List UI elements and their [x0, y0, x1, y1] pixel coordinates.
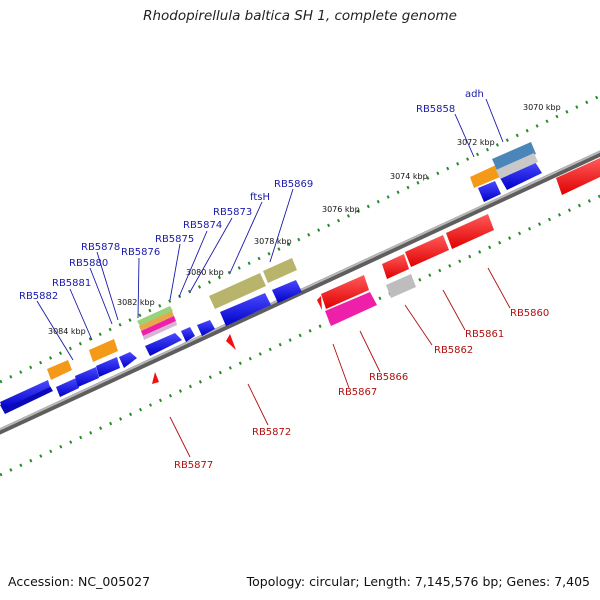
- upper-tick-track: [0, 94, 600, 384]
- gene-label-RB5880: RB5880: [69, 258, 108, 269]
- gene-arrow: [382, 254, 409, 279]
- gene-arrow: [386, 274, 416, 298]
- gene-arrow: [96, 357, 120, 377]
- gene-arrow: [152, 372, 159, 384]
- kbp-label: 3072 kbp: [457, 138, 495, 147]
- gene-arrow: [317, 296, 322, 310]
- gene-arrow: [220, 293, 271, 326]
- kbp-label: 3078 kbp: [254, 237, 292, 246]
- gene-arrow: [209, 273, 266, 309]
- gene-arrow: [139, 311, 174, 331]
- gene-label-RB5878: RB5878: [81, 242, 120, 253]
- gene-label-RB5875: RB5875: [155, 234, 194, 245]
- gene-arrow: [226, 334, 236, 350]
- gene-arrow: [496, 153, 538, 179]
- gene-label-RB5869: RB5869: [274, 179, 313, 190]
- forward-gene-labels: adh RB5858 RB5869 ftsH RB5873 RB5874 RB5…: [19, 89, 484, 302]
- forward-genes: [0, 142, 600, 414]
- gene-arrow: [446, 214, 494, 249]
- gene-label-RB5873: RB5873: [213, 207, 252, 218]
- gene-arrow: [492, 142, 536, 170]
- gene-arrow: [405, 235, 449, 267]
- gene-label-RB5877: RB5877: [174, 460, 213, 471]
- gene-arrow: [263, 258, 297, 283]
- kbp-label: 3082 kbp: [117, 298, 155, 307]
- gene-label-RB5876: RB5876: [121, 247, 160, 258]
- gene-arrow: [137, 306, 173, 326]
- gene-arrow: [56, 378, 79, 397]
- lower-tick-track: [0, 194, 600, 477]
- gene-label-RB5867: RB5867: [338, 387, 377, 398]
- gene-label-RB5874: RB5874: [183, 220, 222, 231]
- kbp-label: 3080 kbp: [186, 268, 224, 277]
- gene-arrow: [143, 321, 177, 340]
- kbp-label: 3074 kbp: [390, 172, 428, 181]
- gene-label-RB5866: RB5866: [369, 372, 408, 383]
- gene-label-RB5861: RB5861: [465, 329, 504, 340]
- gene-arrow: [197, 320, 215, 336]
- gene-arrow: [141, 316, 176, 336]
- gene-arrow: [145, 333, 182, 356]
- gene-label-RB5860: RB5860: [510, 308, 549, 319]
- forward-leader-lines: [36, 98, 504, 361]
- genome-summary-text: Topology: circular; Length: 7,145,576 bp…: [246, 574, 590, 589]
- reverse-leader-lines: [169, 267, 511, 458]
- gene-arrow: [181, 327, 195, 342]
- gene-label-RB5881: RB5881: [52, 278, 91, 289]
- gene-arrow: [556, 158, 600, 195]
- kbp-label: 3084 kbp: [48, 327, 86, 336]
- gene-arrow: [272, 280, 302, 303]
- gene-arrow: [47, 360, 72, 380]
- kbp-label: 3070 kbp: [523, 103, 561, 112]
- gene-label-RB5858: RB5858: [416, 104, 455, 115]
- kbp-label: 3076 kbp: [322, 205, 360, 214]
- gene-label-ftsH: ftsH: [250, 192, 270, 203]
- reverse-genes: [152, 214, 494, 384]
- gene-arrow: [119, 352, 137, 368]
- gene-arrow: [0, 380, 50, 409]
- gene-arrow: [470, 165, 500, 188]
- accession-text: Accession: NC_005027: [8, 574, 151, 589]
- gene-label-RB5862: RB5862: [434, 345, 473, 356]
- gene-arrow: [321, 275, 369, 309]
- genome-title: Rhodopirellula baltica SH 1, complete ge…: [143, 8, 457, 24]
- gene-label-RB5872: RB5872: [252, 427, 291, 438]
- gene-label-adh: adh: [465, 89, 484, 100]
- gene-arrow: [325, 292, 377, 326]
- gene-arrow: [478, 181, 501, 202]
- gene-arrow: [500, 162, 542, 190]
- kbp-labels: 3070 kbp 3072 kbp 3074 kbp 3076 kbp 3078…: [48, 103, 561, 336]
- gene-label-RB5882: RB5882: [19, 291, 58, 302]
- reverse-gene-labels: RB5860 RB5861 RB5862 RB5866 RB5867 RB587…: [174, 308, 549, 471]
- gene-arrow: [75, 367, 99, 387]
- gene-arrow: [89, 339, 118, 362]
